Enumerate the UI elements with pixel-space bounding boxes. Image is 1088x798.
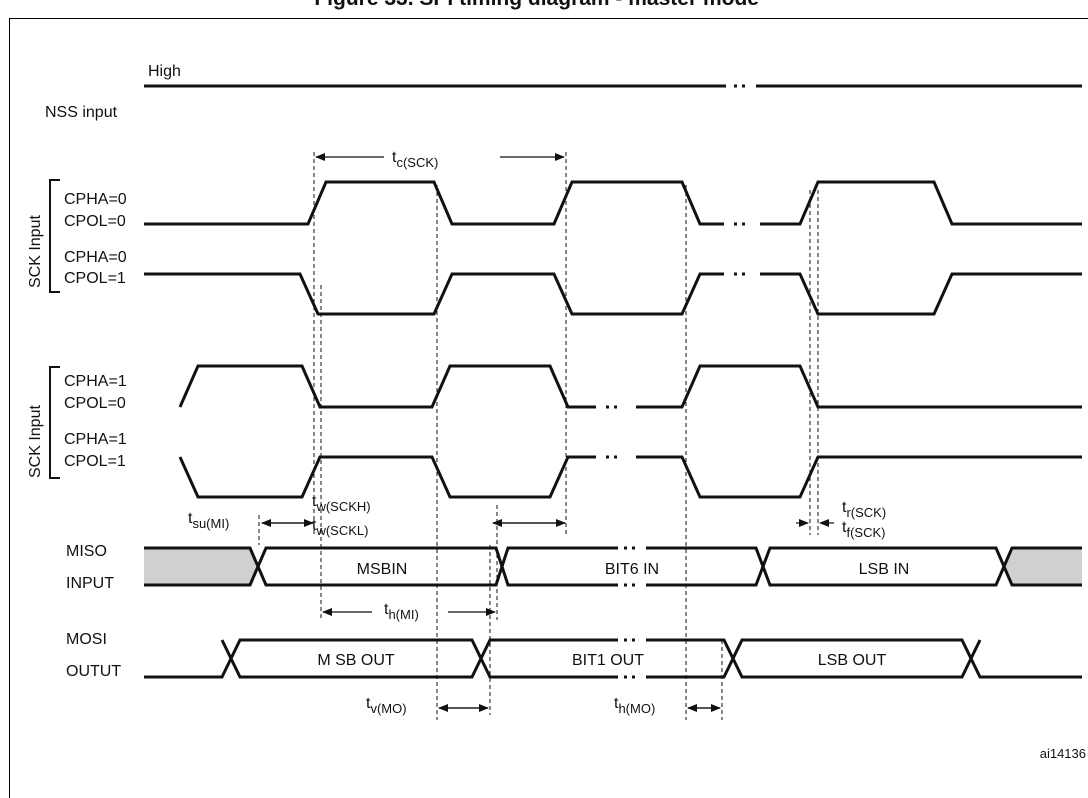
sck-cpha1-cpol1-waveform	[178, 453, 1082, 499]
sck-input-label-1: SCK Input	[27, 215, 44, 288]
miso-cell-lsb: LSB IN	[859, 561, 910, 578]
mosi-waveform	[144, 636, 1082, 681]
mosi-cell-msb: M SB OUT	[317, 652, 395, 669]
mosi-label-line2: OUTUT	[66, 663, 121, 680]
figure-title: Figure 33. SPI timing diagram - master m…	[0, 0, 1088, 11]
th-mi-label: th(MI)	[384, 601, 419, 622]
cpha0-cpol1-cpol-label: CPOL=1	[64, 270, 126, 287]
figure-id: ai14136	[1040, 746, 1086, 761]
cpha1-cpol0-cpol-label: CPOL=0	[64, 395, 126, 412]
cpha1-cpol0-cpha-label: CPHA=1	[64, 373, 127, 390]
miso-waveform	[144, 544, 1082, 589]
sck-cpha0-cpol0-waveform	[144, 180, 1082, 228]
tc-sck-label: tc(SCK)	[392, 149, 438, 170]
sck-cpha0-cpol1-waveform	[144, 270, 1082, 316]
cpha1-cpol1-cpha-label: CPHA=1	[64, 431, 127, 448]
tw-sckl-label: tw(SCKL)	[312, 517, 368, 538]
miso-label-line1: MISO	[66, 543, 107, 560]
tv-mo-label: tv(MO)	[366, 695, 407, 716]
guide-lines	[258, 152, 819, 720]
nss-input-label: NSS input	[45, 104, 118, 121]
tsu-mi-label: tsu(MI)	[188, 510, 229, 531]
sck-cpha1-cpol0-waveform	[178, 364, 1082, 411]
nss-level-label: High	[148, 63, 181, 80]
miso-cell-bit6: BIT6 IN	[605, 561, 659, 578]
mosi-cell-lsb: LSB OUT	[818, 652, 887, 669]
tr-sck-label: tr(SCK)	[842, 499, 886, 520]
mosi-cell-bit1: BIT1 OUT	[572, 652, 644, 669]
cpha0-cpol0-cpha-label: CPHA=0	[64, 191, 127, 208]
miso-label-line2: INPUT	[66, 575, 114, 592]
figure-frame	[9, 18, 1088, 798]
nss-signal	[144, 82, 1082, 90]
sck-input-label-2: SCK Input	[27, 405, 44, 478]
miso-cell-msb: MSBIN	[357, 561, 408, 578]
tw-sckh-label: tw(SCKH)	[312, 493, 371, 514]
tf-sck-label: tf(SCK)	[842, 519, 885, 540]
cpha0-cpol1-cpha-label: CPHA=0	[64, 249, 127, 266]
cpha1-cpol1-cpol-label: CPOL=1	[64, 453, 126, 470]
cpha0-cpol0-cpol-label: CPOL=0	[64, 213, 126, 230]
mosi-label-line1: MOSI	[66, 631, 107, 648]
th-mo-label: th(MO)	[614, 695, 655, 716]
sck-group-2-bracket	[49, 366, 60, 479]
sck-group-1-bracket	[49, 179, 60, 293]
timing-arrows	[261, 153, 834, 712]
